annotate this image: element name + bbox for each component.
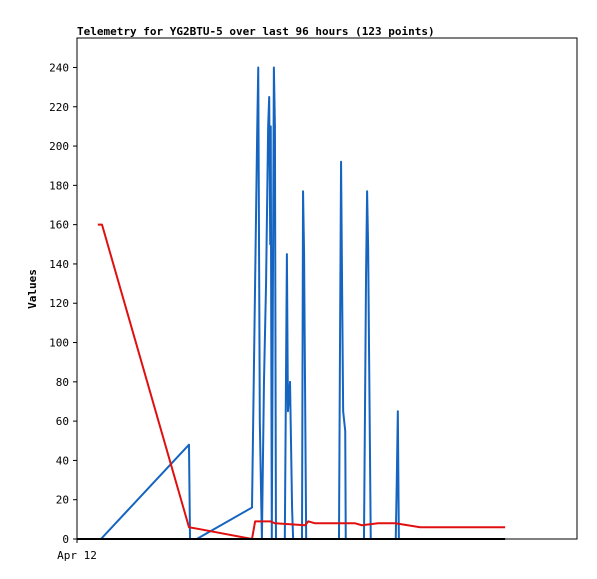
y-tick-label: 140 [49, 258, 69, 271]
y-tick-label: 240 [49, 61, 69, 74]
y-tick-label: 220 [49, 101, 69, 114]
y-tick-label: 200 [49, 140, 69, 153]
y-tick-label: 20 [56, 494, 69, 507]
y-tick-label: 80 [56, 376, 69, 389]
y-axis-label: Values [26, 269, 39, 309]
y-tick-label: 40 [56, 454, 69, 467]
y-tick-label: 120 [49, 297, 69, 310]
y-tick-label: 0 [62, 533, 69, 546]
x-tick-label: Apr 12 [57, 549, 97, 562]
y-tick-label: 180 [49, 179, 69, 192]
y-tick-label: 160 [49, 219, 69, 232]
y-tick-label: 60 [56, 415, 69, 428]
series-line [97, 223, 506, 540]
series-line [100, 66, 400, 540]
y-tick-label: 100 [49, 337, 69, 350]
chart-title: Telemetry for YG2BTU-5 over last 96 hour… [77, 25, 435, 38]
